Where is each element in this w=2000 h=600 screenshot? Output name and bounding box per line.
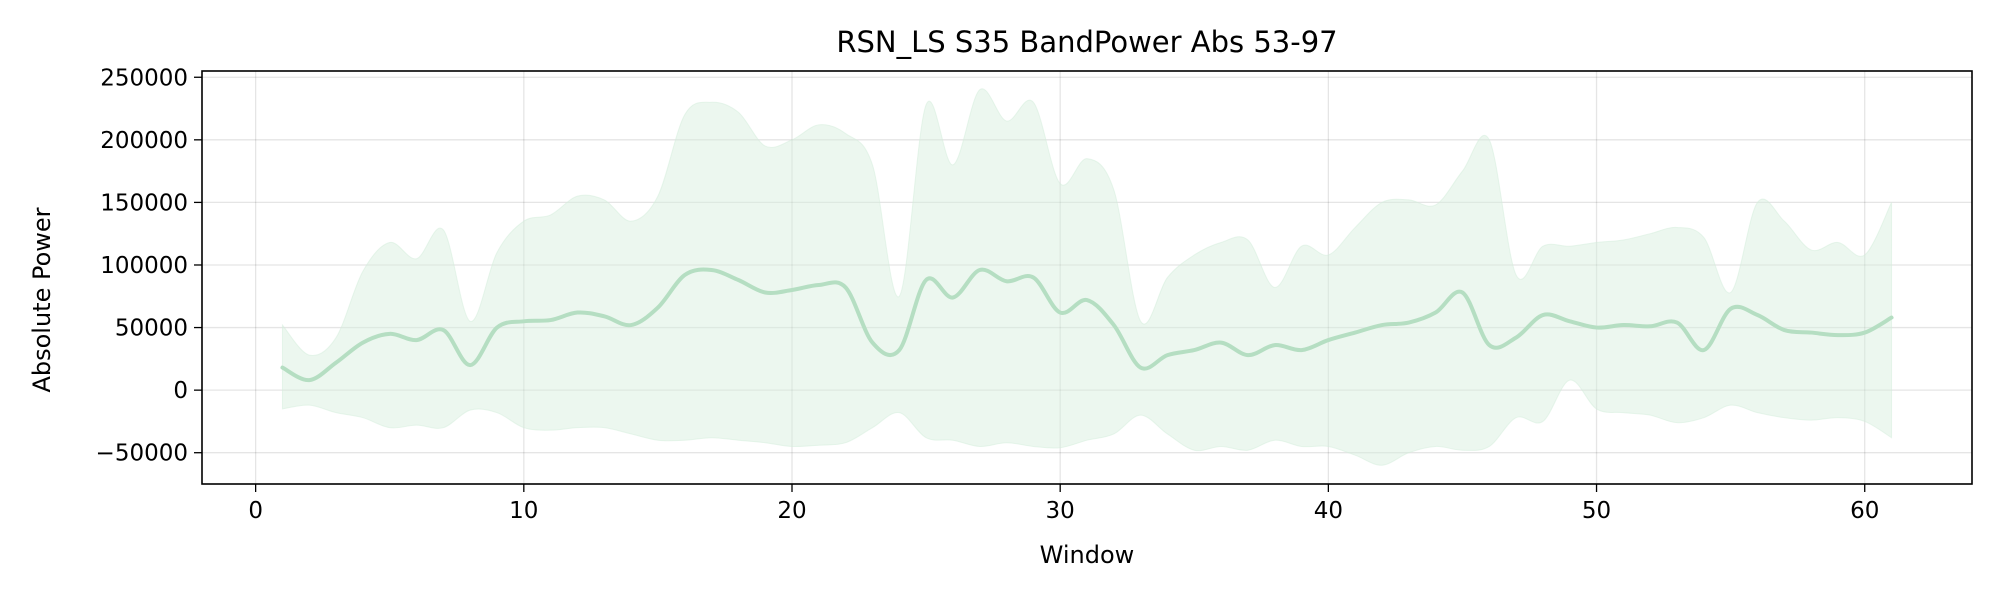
y-tick-label: 100000 bbox=[100, 253, 188, 279]
y-tick-label: 200000 bbox=[100, 128, 188, 154]
y-tick-label: 50000 bbox=[115, 316, 188, 342]
x-axis-label: Window bbox=[1040, 541, 1135, 569]
x-tick-label: 10 bbox=[509, 498, 538, 524]
x-tick-label: 30 bbox=[1046, 498, 1075, 524]
y-tick-label: −50000 bbox=[96, 441, 188, 467]
x-tick-label: 50 bbox=[1582, 498, 1611, 524]
y-tick-label: 150000 bbox=[100, 190, 188, 216]
y-axis: −50000 0 50000 100000 150000 200000 250000 bbox=[96, 65, 202, 467]
x-tick-label: 60 bbox=[1850, 498, 1879, 524]
confidence-band bbox=[281, 88, 1893, 466]
y-axis-label: Absolute Power bbox=[28, 207, 56, 392]
y-tick-label: 0 bbox=[173, 378, 188, 404]
grid bbox=[202, 71, 1972, 484]
x-tick-label: 40 bbox=[1314, 498, 1343, 524]
x-axis: 0 10 20 30 40 50 60 bbox=[248, 484, 1879, 524]
x-tick-label: 0 bbox=[248, 498, 263, 524]
x-tick-label: 20 bbox=[777, 498, 806, 524]
series-line bbox=[280, 267, 1894, 383]
y-tick-label: 250000 bbox=[100, 65, 188, 91]
plot-frame bbox=[201, 70, 1973, 485]
chart-title: RSN_LS S35 BandPower Abs 53-97 bbox=[836, 25, 1337, 59]
